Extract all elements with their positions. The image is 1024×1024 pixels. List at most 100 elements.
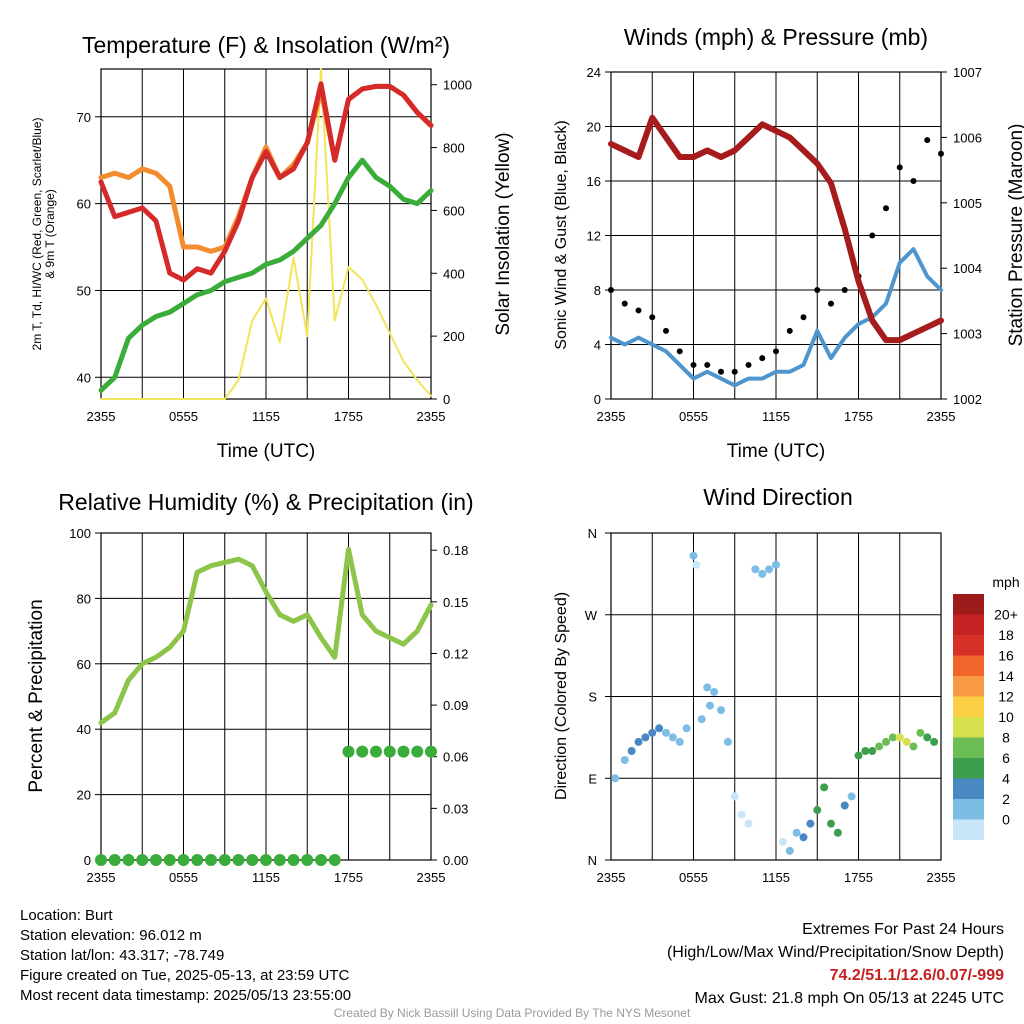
direction-point bbox=[675, 737, 684, 746]
direction-point bbox=[916, 728, 925, 737]
precip-point bbox=[218, 854, 231, 866]
direction-point bbox=[792, 828, 801, 837]
rh-ytick-label: 100 bbox=[69, 526, 91, 541]
wind-ytick-label: 0 bbox=[594, 392, 601, 407]
legend-label: 6 bbox=[1002, 750, 1010, 766]
gust-point bbox=[828, 300, 834, 307]
pressure-line bbox=[608, 114, 944, 344]
direction-point bbox=[888, 733, 897, 742]
legend-label: 18 bbox=[998, 627, 1014, 643]
legend-swatch bbox=[953, 635, 984, 656]
elevation-text: Station elevation: 96.012 m bbox=[20, 927, 202, 944]
gust-point bbox=[773, 348, 779, 355]
direction-point bbox=[648, 728, 657, 737]
wind-xlabel: Time (UTC) bbox=[727, 441, 826, 462]
direction-point bbox=[778, 837, 787, 846]
gust-point bbox=[690, 361, 697, 368]
precip-point bbox=[177, 854, 190, 866]
speed-legend: mph 20+ 18 16 14 12 10 8 6 4 2 0 bbox=[953, 574, 1020, 840]
legend-label: 8 bbox=[1002, 730, 1010, 746]
gust-point bbox=[896, 164, 903, 171]
dir-ylabel-left: Direction (Colored By Speed) bbox=[553, 592, 570, 800]
precip-point bbox=[122, 854, 135, 866]
temp-y2tick-label: 200 bbox=[443, 329, 465, 344]
gust-point bbox=[745, 361, 752, 368]
legend-swatch bbox=[953, 758, 984, 779]
legend-label: 0 bbox=[1002, 812, 1010, 828]
temp-ylabel-right: Solar Insolation (Yellow) bbox=[493, 132, 514, 335]
legend-swatch bbox=[953, 655, 984, 676]
gust-point bbox=[718, 368, 724, 375]
legend-label: 12 bbox=[998, 689, 1014, 705]
legend-swatch bbox=[953, 799, 984, 820]
wind-y2tick-label: 1003 bbox=[953, 327, 982, 342]
precip-point bbox=[260, 854, 272, 866]
legend-swatch bbox=[953, 819, 984, 840]
gust-point bbox=[621, 300, 628, 307]
precip-point bbox=[397, 745, 410, 758]
precip-point bbox=[95, 854, 107, 866]
direction-point bbox=[785, 846, 794, 855]
gust-points bbox=[608, 137, 944, 375]
direction-point bbox=[847, 792, 856, 801]
temp-xtick-label: 1155 bbox=[252, 409, 280, 424]
wind-axes: 2355 0555 1155 1755 2355 0 4 8 12 16 20 24 1002 1003 1… bbox=[587, 65, 982, 424]
direction-point bbox=[813, 806, 822, 815]
temp-xtick-label: 2355 bbox=[87, 409, 116, 424]
direction-point bbox=[682, 724, 691, 733]
wind-xtick-label: 0555 bbox=[679, 409, 708, 424]
rh-y2tick-label: 0.06 bbox=[443, 750, 468, 765]
wind-ytick-label: 24 bbox=[587, 65, 601, 80]
sonic-wind-line bbox=[609, 247, 943, 388]
precip-point bbox=[425, 745, 437, 758]
rh-ytick-label: 20 bbox=[77, 788, 91, 803]
wind-y2tick-label: 1007 bbox=[953, 65, 982, 80]
direction-point bbox=[854, 751, 863, 760]
precip-point bbox=[370, 745, 382, 758]
direction-point bbox=[909, 742, 918, 751]
wind-xtick-label: 1155 bbox=[762, 409, 790, 424]
legend-swatch bbox=[953, 717, 984, 738]
rh-ytick-label: 0 bbox=[84, 853, 91, 868]
gust-point bbox=[800, 314, 807, 321]
direction-point bbox=[902, 737, 911, 746]
dir-xtick-label: 0555 bbox=[679, 870, 708, 885]
direction-point bbox=[840, 801, 849, 810]
direction-points bbox=[611, 551, 939, 855]
gust-point bbox=[814, 287, 821, 293]
gust-point bbox=[731, 368, 738, 375]
gust-point bbox=[869, 232, 876, 239]
precip-point bbox=[342, 745, 355, 758]
credit-text: Created By Nick Bassill Using Data Provi… bbox=[333, 1006, 691, 1020]
wind-xtick-label: 2355 bbox=[927, 409, 956, 424]
direction-point bbox=[710, 687, 719, 696]
gust-point bbox=[924, 137, 931, 144]
direction-point bbox=[827, 819, 835, 828]
direction-point bbox=[923, 733, 932, 742]
wind-ylabel-left: Sonic Wind & Gust (Blue, Black) bbox=[553, 120, 570, 349]
legend-swatch bbox=[953, 737, 984, 758]
extremes-values: 74.2/51.1/12.6/0.07/-999 bbox=[829, 967, 1004, 984]
legend-unit: mph bbox=[992, 574, 1019, 590]
temp-title: Temperature (F) & Insolation (W/m²) bbox=[82, 32, 450, 58]
direction-point bbox=[744, 819, 753, 828]
direction-point bbox=[730, 792, 739, 801]
temp-y2tick-label: 800 bbox=[443, 141, 465, 156]
gust-point bbox=[649, 314, 656, 321]
legend-label: 14 bbox=[998, 668, 1014, 684]
precip-point bbox=[136, 854, 149, 866]
direction-point bbox=[751, 565, 760, 574]
dir-xtick-label: 1155 bbox=[762, 870, 790, 885]
station-info: Location: Burt Station elevation: 96.012… bbox=[20, 906, 351, 1006]
direction-point bbox=[706, 701, 714, 710]
dir-title: Wind Direction bbox=[703, 484, 853, 510]
wind-ylabel-right: Station Pressure (Maroon) bbox=[1006, 124, 1024, 347]
rh-y2tick-label: 0.00 bbox=[443, 853, 468, 868]
rh-xtick-label: 2355 bbox=[87, 870, 116, 885]
extremes-description: (High/Low/Max Wind/Precipitation/Snow De… bbox=[666, 944, 1004, 961]
precip-point bbox=[411, 745, 424, 758]
wind-y2tick-label: 1005 bbox=[953, 196, 982, 211]
precip-points bbox=[95, 745, 437, 866]
legend-label: 4 bbox=[1002, 771, 1010, 787]
legend-swatch bbox=[953, 696, 984, 717]
